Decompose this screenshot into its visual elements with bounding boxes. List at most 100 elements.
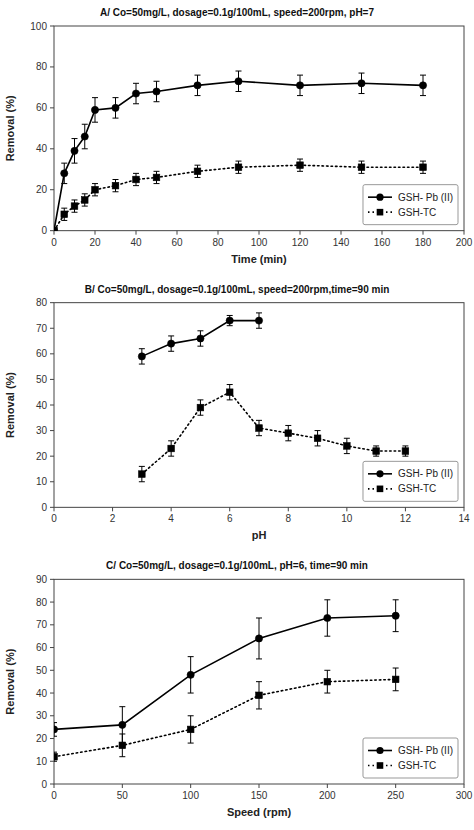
error-bar [324, 670, 330, 693]
x-tick-label: 20 [89, 237, 101, 248]
x-tick [54, 784, 55, 788]
y-tick-label: 70 [36, 619, 48, 630]
error-bar-cap [168, 456, 174, 457]
x-tick-label: 4 [168, 513, 174, 524]
error-bar [188, 657, 194, 693]
error-bar [133, 173, 139, 185]
error-bar [359, 161, 365, 173]
marker-square [235, 164, 242, 171]
error-bar [344, 438, 350, 453]
marker-square [297, 162, 304, 169]
error-bar-cap [188, 693, 194, 694]
x-tick [95, 231, 96, 235]
marker-square [344, 443, 351, 450]
y-tick-label: 40 [36, 688, 48, 699]
marker-square [197, 404, 204, 411]
error-bar [54, 752, 57, 761]
y-tick-label: 60 [36, 348, 48, 359]
marker-square [256, 692, 263, 699]
marker-square [92, 186, 99, 193]
y-tick [50, 230, 54, 231]
error-bar-cap [113, 97, 119, 98]
error-bar-cap [344, 453, 350, 454]
series [54, 600, 399, 743]
error-bar-cap [227, 384, 233, 385]
error-bar-cap [168, 335, 174, 336]
error-bar-cap [195, 165, 201, 166]
marker-circle [54, 227, 58, 231]
marker-circle [61, 170, 68, 177]
x-tick-label: 300 [456, 790, 473, 801]
error-bar-cap [82, 206, 88, 207]
marker-circle [81, 133, 88, 140]
y-tick-label: 40 [36, 143, 48, 154]
marker-square [285, 430, 292, 437]
y-tick-label: 10 [36, 476, 48, 487]
marker-circle [226, 317, 233, 324]
x-tick-label: 120 [292, 237, 309, 248]
y-tick [50, 715, 54, 716]
error-bar-cap [373, 445, 379, 446]
x-tick-label: 0 [51, 237, 57, 248]
marker-square [373, 448, 380, 455]
x-tick [464, 507, 465, 511]
legend-marker [376, 194, 383, 201]
legend: GSH- Pb (II)GSH-TC [363, 185, 458, 225]
marker-circle [153, 88, 160, 95]
error-bar-cap [197, 399, 203, 400]
x-tick-label: 0 [51, 790, 57, 801]
marker-square [314, 435, 321, 442]
x-tick-label: 160 [374, 237, 391, 248]
y-tick [50, 693, 54, 694]
legend-label: GSH- Pb (II) [398, 745, 453, 756]
error-bar [61, 163, 67, 183]
marker-circle [138, 353, 145, 360]
error-bar-cap [119, 756, 125, 757]
error-bar-cap [168, 440, 174, 441]
error-bar [402, 446, 408, 456]
x-tick-label: 200 [319, 790, 336, 801]
legend-marker [376, 470, 383, 477]
x-tick [423, 231, 424, 235]
plot-area [54, 600, 399, 761]
y-tick-label: 10 [36, 756, 48, 767]
error-bar-cap [133, 185, 139, 186]
error-bar-cap [402, 445, 408, 446]
marker-square [168, 445, 175, 452]
error-bar-cap [72, 163, 78, 164]
marker-square [420, 164, 427, 171]
y-tick [50, 328, 54, 329]
error-bar [256, 682, 262, 709]
error-bar-cap [54, 761, 57, 762]
legend-box [363, 738, 458, 778]
error-bar-cap [227, 325, 233, 326]
error-bar [61, 208, 67, 220]
y-tick [50, 647, 54, 648]
error-bar-cap [227, 399, 233, 400]
legend: GSH- Pb (II)GSH-TC [363, 461, 458, 501]
plot-area [138, 313, 408, 482]
marker-circle [187, 671, 194, 678]
marker-square [54, 753, 57, 760]
error-bar-cap [92, 97, 98, 98]
y-tick [50, 579, 54, 580]
plot-frame [54, 303, 464, 508]
error-bar-cap [256, 658, 262, 659]
marker-circle [168, 340, 175, 347]
error-bar-cap [393, 668, 399, 669]
error-bar [154, 171, 160, 183]
legend-label: GSH-TC [398, 760, 436, 771]
error-bar [420, 75, 426, 95]
error-bar-cap [359, 173, 365, 174]
error-bar-cap [54, 736, 57, 737]
error-bar [256, 618, 262, 659]
error-bar [393, 600, 399, 632]
x-tick [395, 784, 396, 788]
error-bar [72, 200, 78, 212]
x-tick-label: 40 [130, 237, 142, 248]
error-bar-cap [256, 328, 262, 329]
error-bar [197, 331, 203, 346]
error-bar [133, 83, 139, 103]
error-bar-cap [236, 91, 242, 92]
error-bar-cap [420, 95, 426, 96]
